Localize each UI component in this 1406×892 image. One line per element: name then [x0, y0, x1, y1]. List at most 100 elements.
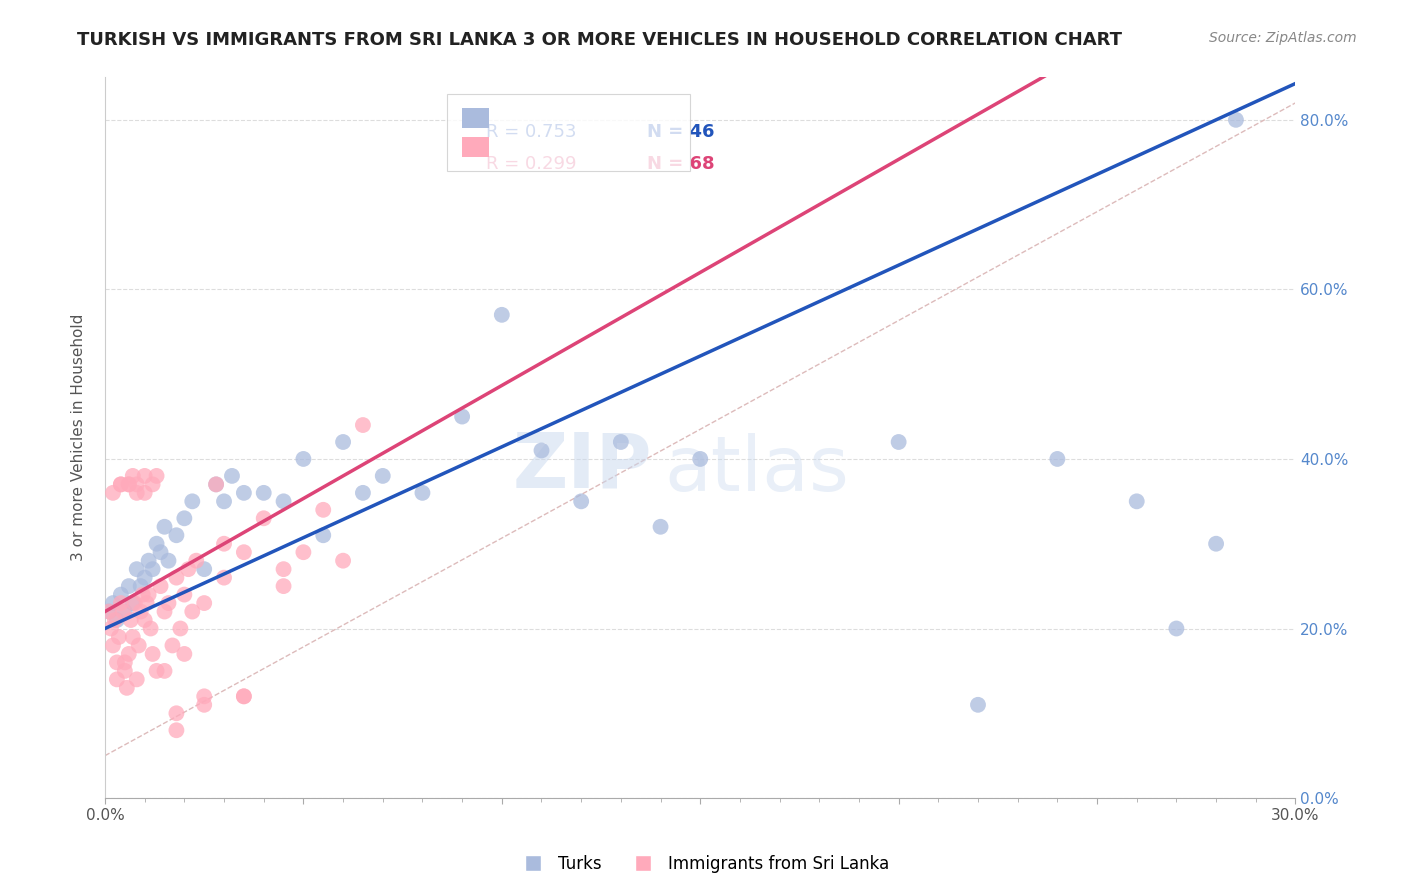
- Y-axis label: 3 or more Vehicles in Household: 3 or more Vehicles in Household: [72, 314, 86, 561]
- Point: [273, 562, 295, 576]
- Point: [153, 664, 176, 678]
- Point: [121, 596, 143, 610]
- Point: [149, 579, 172, 593]
- Point: [212, 571, 235, 585]
- Point: [111, 605, 134, 619]
- Point: [104, 613, 127, 627]
- Point: [134, 613, 156, 627]
- Point: [312, 503, 335, 517]
- Point: [139, 622, 162, 636]
- Point: [165, 571, 187, 585]
- Point: [193, 698, 215, 712]
- Point: [97, 605, 120, 619]
- Point: [125, 673, 148, 687]
- Legend: Turks, Immigrants from Sri Lanka: Turks, Immigrants from Sri Lanka: [510, 848, 896, 880]
- Point: [153, 605, 176, 619]
- Point: [110, 477, 132, 491]
- Point: [105, 613, 128, 627]
- Point: [105, 673, 128, 687]
- Point: [332, 435, 354, 450]
- Point: [153, 520, 176, 534]
- Point: [118, 579, 141, 593]
- Text: TURKISH VS IMMIGRANTS FROM SRI LANKA 3 OR MORE VEHICLES IN HOUSEHOLD CORRELATION: TURKISH VS IMMIGRANTS FROM SRI LANKA 3 O…: [77, 31, 1122, 49]
- Point: [193, 562, 215, 576]
- Point: [124, 596, 146, 610]
- Point: [173, 588, 195, 602]
- Point: [149, 545, 172, 559]
- Point: [145, 469, 167, 483]
- Text: Source: ZipAtlas.com: Source: ZipAtlas.com: [1209, 31, 1357, 45]
- Point: [352, 486, 374, 500]
- Point: [371, 469, 394, 483]
- Point: [115, 681, 138, 695]
- Point: [205, 477, 228, 491]
- Point: [114, 605, 136, 619]
- Point: [110, 477, 132, 491]
- Point: [186, 554, 208, 568]
- Point: [312, 528, 335, 542]
- Point: [125, 477, 148, 491]
- Point: [411, 486, 433, 500]
- Point: [689, 452, 711, 467]
- Point: [232, 690, 254, 704]
- Point: [173, 647, 195, 661]
- Point: [120, 613, 142, 627]
- Point: [129, 605, 152, 619]
- Point: [352, 417, 374, 432]
- Point: [157, 596, 180, 610]
- Point: [101, 486, 124, 500]
- Point: [650, 520, 672, 534]
- Point: [193, 596, 215, 610]
- Point: [100, 622, 122, 636]
- Point: [569, 494, 592, 508]
- Point: [165, 528, 187, 542]
- Point: [332, 554, 354, 568]
- Point: [134, 486, 156, 500]
- Point: [118, 477, 141, 491]
- Point: [142, 647, 165, 661]
- Point: [253, 511, 276, 525]
- Point: [110, 588, 132, 602]
- Point: [530, 443, 553, 458]
- Point: [165, 706, 187, 721]
- Point: [138, 588, 160, 602]
- Point: [205, 477, 228, 491]
- Point: [97, 605, 120, 619]
- Point: [1046, 452, 1069, 467]
- Point: [177, 562, 200, 576]
- Point: [232, 545, 254, 559]
- Point: [273, 494, 295, 508]
- Point: [134, 469, 156, 483]
- Point: [125, 562, 148, 576]
- Point: [121, 630, 143, 644]
- Point: [232, 690, 254, 704]
- Point: [491, 308, 513, 322]
- Point: [129, 579, 152, 593]
- Point: [1205, 537, 1227, 551]
- Point: [967, 698, 990, 712]
- Point: [114, 656, 136, 670]
- Point: [162, 639, 184, 653]
- Point: [142, 562, 165, 576]
- Point: [193, 690, 215, 704]
- Point: [1225, 112, 1247, 127]
- Point: [165, 723, 187, 738]
- Point: [181, 494, 204, 508]
- Point: [221, 469, 243, 483]
- Point: [212, 537, 235, 551]
- Point: [273, 579, 295, 593]
- Point: [125, 486, 148, 500]
- Point: [253, 486, 276, 500]
- Point: [142, 477, 165, 491]
- Point: [887, 435, 910, 450]
- Point: [118, 647, 141, 661]
- Text: R = 0.299: R = 0.299: [486, 155, 576, 173]
- Text: atlas: atlas: [665, 434, 849, 508]
- Point: [101, 639, 124, 653]
- Text: R = 0.753: R = 0.753: [486, 123, 576, 141]
- Point: [292, 452, 315, 467]
- Point: [134, 571, 156, 585]
- Point: [610, 435, 633, 450]
- Point: [101, 596, 124, 610]
- Legend:                               ,                               : ,: [447, 94, 690, 171]
